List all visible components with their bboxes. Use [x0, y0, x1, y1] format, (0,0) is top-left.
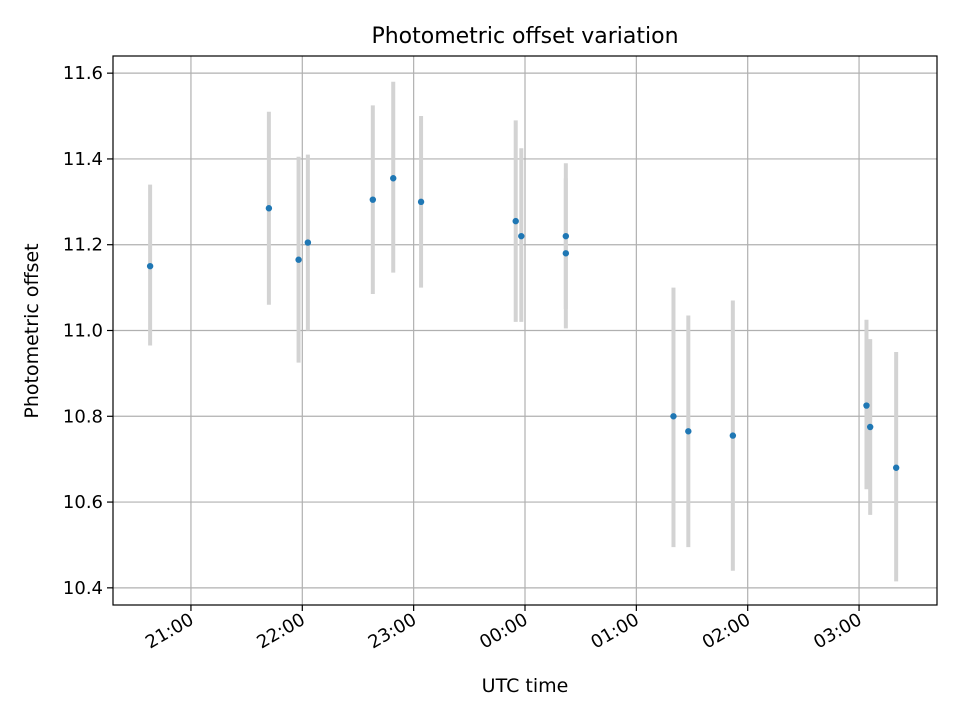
- data-point: [518, 232, 525, 240]
- x-tick-label: 00:00: [476, 609, 531, 653]
- data-point: [670, 413, 677, 420]
- error-bars: [148, 81, 899, 582]
- grid: [113, 56, 937, 605]
- data-point: [417, 198, 425, 206]
- x-tick-label: 22:00: [253, 609, 308, 653]
- data-point: [295, 256, 302, 263]
- y-tick-label: 10.6: [63, 492, 103, 513]
- data-point: [863, 402, 870, 409]
- data-point: [866, 423, 874, 431]
- x-tick-label: 23:00: [365, 609, 420, 653]
- y-tick-label: 11.2: [63, 235, 103, 256]
- data-point: [390, 175, 397, 182]
- data-point: [304, 239, 312, 246]
- x-tick-label: 03:00: [810, 609, 865, 653]
- data-point: [512, 217, 519, 225]
- y-axis-label: Photometric offset: [21, 243, 43, 418]
- x-tick-label: 01:00: [587, 609, 642, 653]
- data-point: [729, 432, 737, 439]
- chart-title: Photometric offset variation: [371, 24, 678, 49]
- y-tick-label: 11.6: [63, 63, 103, 84]
- y-axis-ticks: 10.4 10.6 10.8 11.0 11.2 11.4 11.6: [63, 63, 113, 599]
- x-axis-label: UTC time: [482, 675, 569, 697]
- data-point: [685, 428, 692, 435]
- y-tick-label: 11.0: [63, 321, 103, 342]
- x-axis-ticks: 21:00 22:00 23:00 00:00 01:00 02:00 03:00: [142, 605, 866, 653]
- y-tick-label: 10.4: [63, 578, 103, 599]
- data-point: [892, 464, 900, 471]
- data-point: [562, 232, 570, 240]
- y-tick-label: 11.4: [63, 149, 103, 170]
- data-point: [146, 262, 154, 270]
- data-points: [146, 175, 900, 471]
- x-tick-label: 02:00: [699, 609, 754, 653]
- y-tick-label: 10.8: [63, 406, 103, 427]
- x-tick-label: 21:00: [142, 609, 197, 653]
- data-point: [562, 250, 570, 257]
- data-point: [265, 205, 273, 212]
- data-point: [369, 196, 377, 203]
